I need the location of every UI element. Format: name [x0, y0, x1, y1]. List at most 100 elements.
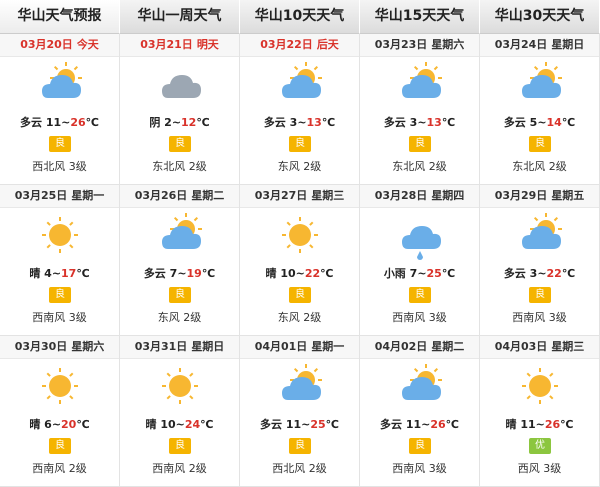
date-line: 03月25日 星期一	[0, 185, 119, 208]
weather-icon	[278, 213, 322, 265]
temp-low: 2	[164, 116, 172, 129]
day-cell: 03月31日 星期日晴 10~24℃ 良西南风 2级	[120, 336, 240, 487]
temp-unit: ℃	[201, 267, 216, 280]
condition-line: 晴 10~24℃	[120, 416, 239, 432]
date: 03月24日	[494, 38, 548, 51]
wind: 西北风 3级	[32, 160, 87, 173]
temp-separator: ~	[535, 418, 545, 431]
temp-unit: ℃	[560, 418, 574, 431]
weather-icon	[278, 62, 322, 114]
temp-separator: ~	[51, 418, 62, 431]
date-line: 03月21日 明天	[120, 34, 239, 57]
condition: 多云	[503, 267, 526, 280]
day-cell: 03月27日 星期三晴 10~22℃ 良东风 2级	[240, 185, 360, 336]
day-cell: 03月30日 星期六晴 6~20℃ 良西南风 2级	[0, 336, 120, 487]
condition-line: 多云 11~26℃	[0, 114, 119, 130]
day-cell: 03月23日 星期六 多云 3~13℃ 良东北风 2级	[360, 34, 480, 185]
wind: 西南风 3级	[392, 311, 447, 324]
temp-low: 11	[285, 418, 302, 431]
day-cell: 03月21日 明天阴 2~12℃ 良东北风 2级	[120, 34, 240, 185]
temp-unit: ℃	[325, 418, 339, 431]
wind: 西南风 2级	[32, 462, 87, 475]
temp-high: 19	[186, 267, 202, 280]
temp-low: 3	[529, 267, 538, 280]
day-cell: 03月28日 星期四 小雨 7~25℃ 良西南风 3级	[360, 185, 480, 336]
temp-unit: ℃	[441, 116, 456, 129]
tab[interactable]: 华山一周天气	[120, 0, 240, 34]
date: 03月29日	[494, 189, 548, 202]
weather-icon	[38, 213, 82, 265]
icon-svg	[522, 213, 562, 249]
condition-line: 阴 2~12℃	[120, 114, 239, 130]
date: 03月30日	[14, 340, 68, 353]
temp-high: 20	[61, 418, 77, 431]
weather-icon	[398, 62, 442, 114]
condition: 多云	[263, 116, 286, 129]
weekday: 星期一	[71, 189, 105, 202]
temp-separator: ~	[417, 116, 427, 129]
weekday: 星期二	[431, 340, 465, 353]
condition: 多云	[503, 116, 526, 129]
air-quality: 良	[289, 287, 311, 303]
weekday: 后天	[316, 38, 339, 51]
icon-svg	[162, 213, 202, 249]
date-line: 03月20日 今天	[0, 34, 119, 57]
icon-svg	[402, 62, 442, 98]
temp-unit: ℃	[200, 418, 214, 431]
wind: 东风 2级	[277, 160, 322, 173]
air-quality: 良	[289, 136, 311, 152]
condition: 小雨	[383, 267, 406, 280]
temp-low: 10	[280, 267, 296, 280]
weather-icon	[518, 213, 562, 265]
tab[interactable]: 华山10天天气	[240, 0, 360, 34]
temp-low: 11	[405, 418, 422, 431]
tab[interactable]: 华山30天天气	[480, 0, 600, 34]
temp-low: 4	[44, 267, 52, 280]
weather-icon	[398, 213, 442, 265]
date: 03月28日	[374, 189, 428, 202]
date: 04月02日	[374, 340, 428, 353]
icon-svg	[42, 368, 78, 404]
date-line: 03月27日 星期三	[240, 185, 359, 208]
day-cell: 03月29日 星期五 多云 3~22℃ 良西南风 3级	[480, 185, 600, 336]
temp-separator: ~	[295, 267, 305, 280]
date-line: 04月02日 星期二	[360, 336, 479, 359]
temp-high: 26	[430, 418, 446, 431]
air-quality: 优	[529, 438, 551, 454]
day-cell: 04月02日 星期二 多云 11~26℃ 良西南风 3级	[360, 336, 480, 487]
icon-svg	[42, 62, 82, 98]
tab[interactable]: 华山15天天气	[360, 0, 480, 34]
weekday: 明天	[196, 38, 219, 51]
weather-icon	[398, 364, 442, 416]
condition-line: 多云 3~13℃	[360, 114, 479, 130]
icon-svg	[282, 364, 322, 400]
temp-high: 26	[544, 418, 561, 431]
air-quality: 良	[169, 287, 191, 303]
tab[interactable]: 华山天气预报	[0, 0, 120, 34]
weekday: 星期一	[311, 340, 345, 353]
temp-high: 13	[426, 116, 442, 129]
date-line: 03月24日 星期日	[480, 34, 599, 57]
weekday: 今天	[76, 38, 99, 51]
air-quality: 良	[409, 438, 431, 454]
condition-line: 晴 10~22℃	[240, 265, 359, 281]
weather-icon	[278, 364, 322, 416]
wind: 西风 3级	[517, 462, 562, 475]
temp-separator: ~	[61, 116, 71, 129]
temp-separator: ~	[537, 267, 547, 280]
condition: 阴	[149, 116, 161, 129]
condition: 多云	[259, 418, 282, 431]
condition: 多云	[19, 116, 42, 129]
date: 04月03日	[494, 340, 548, 353]
temp-unit: ℃	[196, 116, 210, 129]
day-cell: 03月24日 星期日 多云 5~14℃ 良东北风 2级	[480, 34, 600, 185]
weekday: 星期六	[71, 340, 105, 353]
weather-icon	[38, 62, 82, 114]
date-line: 04月03日 星期三	[480, 336, 599, 359]
day-cell: 03月26日 星期二 多云 7~19℃ 良东风 2级	[120, 185, 240, 336]
condition-line: 晴 6~20℃	[0, 416, 119, 432]
condition: 晴	[265, 267, 277, 280]
wind: 东风 2级	[277, 311, 322, 324]
temp-low: 7	[169, 267, 178, 280]
air-quality: 良	[289, 438, 311, 454]
